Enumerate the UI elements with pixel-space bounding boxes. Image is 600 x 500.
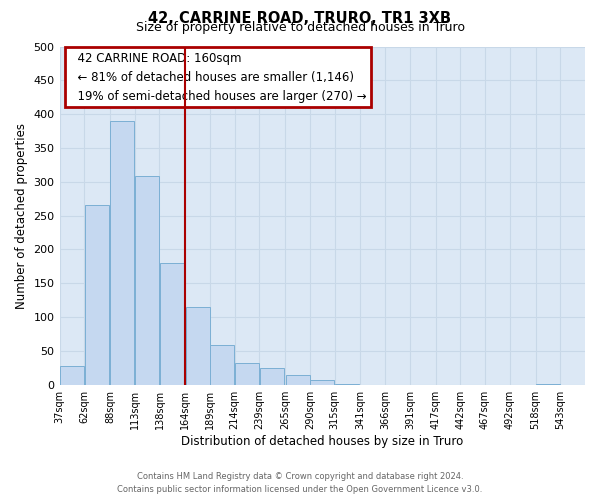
Bar [60,366,84,384]
Bar [310,380,334,384]
Bar [160,263,184,384]
Bar [85,206,109,384]
Bar [286,374,310,384]
Bar [211,346,234,385]
Text: Size of property relative to detached houses in Truro: Size of property relative to detached ho… [136,22,464,35]
Bar [135,176,159,384]
Bar [110,121,134,384]
Text: 42, CARRINE ROAD, TRURO, TR1 3XB: 42, CARRINE ROAD, TRURO, TR1 3XB [149,11,452,26]
Text: 42 CARRINE ROAD: 160sqm
  ← 81% of detached houses are smaller (1,146)
  19% of : 42 CARRINE ROAD: 160sqm ← 81% of detache… [70,52,367,102]
Bar [260,368,284,384]
Bar [185,307,209,384]
Bar [235,363,259,384]
Text: Contains HM Land Registry data © Crown copyright and database right 2024.
Contai: Contains HM Land Registry data © Crown c… [118,472,482,494]
X-axis label: Distribution of detached houses by size in Truro: Distribution of detached houses by size … [181,434,463,448]
Y-axis label: Number of detached properties: Number of detached properties [15,122,28,308]
